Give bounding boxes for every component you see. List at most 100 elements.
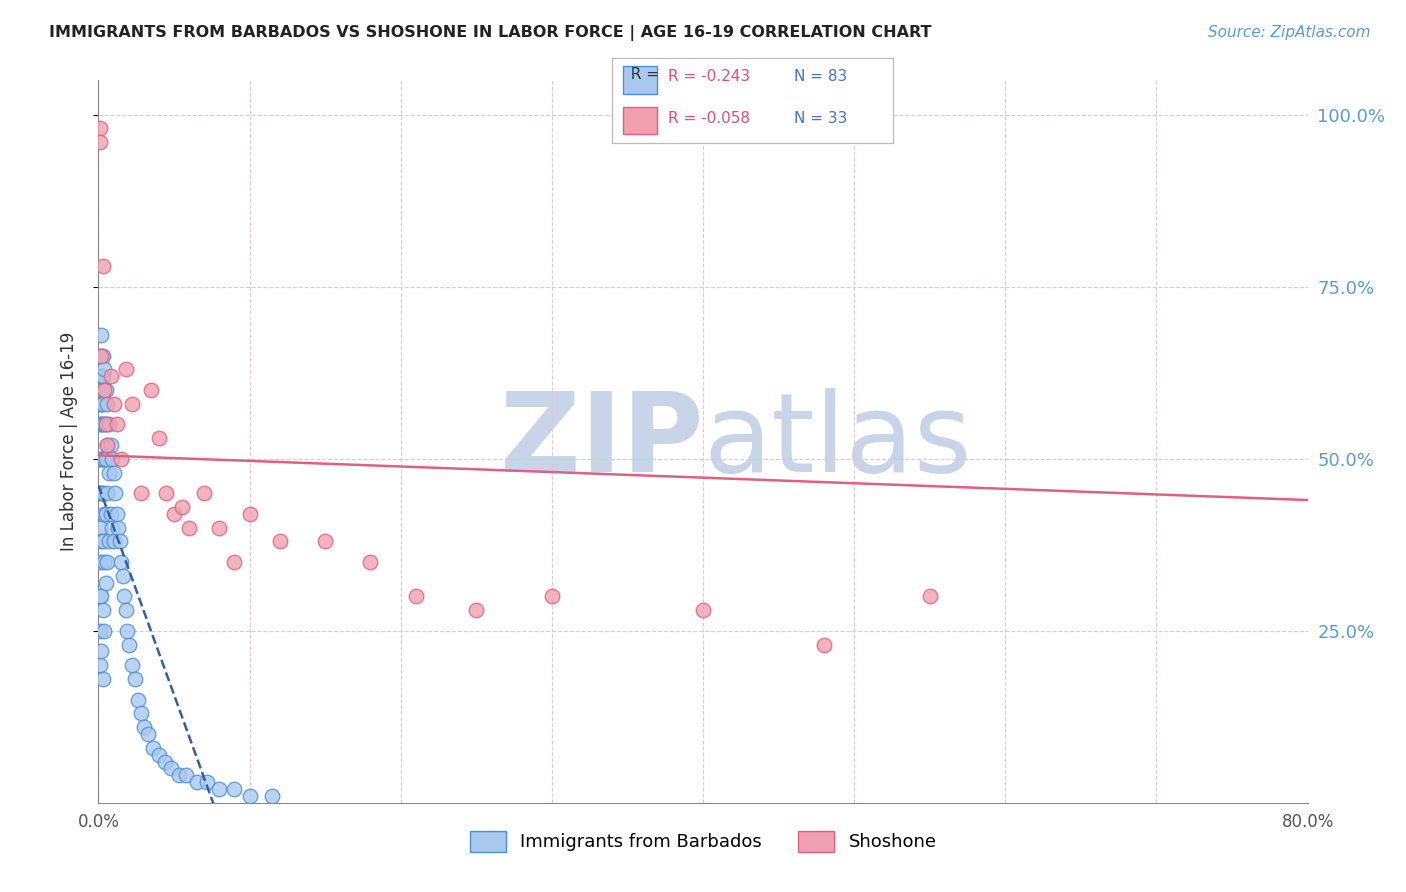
Point (111, 568, 134, 582)
Text: ZIP: ZIP (499, 388, 703, 495)
Point (96, 397, 118, 411)
Point (193, 486, 215, 500)
Point (269, 534, 291, 549)
Point (89, 624, 111, 638)
Point (90, 486, 112, 500)
Point (105, 417, 128, 432)
Point (136, 727, 159, 741)
Point (93, 507, 115, 521)
Point (129, 706, 152, 721)
Point (89, 369, 111, 384)
Point (813, 638, 835, 652)
Point (170, 500, 193, 514)
Point (105, 507, 128, 521)
Point (141, 383, 163, 397)
Point (93, 624, 115, 638)
Point (114, 603, 136, 617)
Point (132, 720, 155, 734)
Point (91, 369, 114, 384)
Point (100, 369, 122, 384)
Point (142, 740, 165, 755)
Point (90, 534, 112, 549)
Point (94, 417, 117, 432)
Point (91, 534, 114, 549)
Point (224, 555, 246, 569)
Point (540, 590, 562, 604)
Text: N = 33: N = 33 (794, 112, 848, 127)
Point (89, 451, 111, 466)
Point (179, 520, 201, 534)
Point (262, 789, 284, 803)
Text: N = 83: N = 83 (794, 69, 848, 84)
Point (104, 486, 127, 500)
Point (94, 417, 117, 432)
Point (100, 438, 122, 452)
Point (90, 349, 112, 363)
Point (96, 555, 118, 569)
Point (100, 507, 122, 521)
Text: atlas: atlas (703, 388, 972, 495)
Point (98, 417, 121, 432)
Point (93, 555, 115, 569)
Point (91, 349, 114, 363)
Point (91, 603, 114, 617)
Text: IMMIGRANTS FROM BARBADOS VS SHOSHONE IN LABOR FORCE | AGE 16-19 CORRELATION CHAR: IMMIGRANTS FROM BARBADOS VS SHOSHONE IN … (49, 25, 932, 41)
Point (224, 782, 246, 797)
Point (89, 121, 111, 136)
Point (918, 590, 941, 604)
Point (103, 466, 125, 480)
Point (103, 534, 125, 549)
Text: R = -0.058: R = -0.058 (668, 112, 749, 127)
FancyBboxPatch shape (623, 67, 657, 94)
Point (108, 534, 131, 549)
Point (91, 451, 114, 466)
Point (101, 451, 124, 466)
Point (89, 590, 111, 604)
Point (148, 747, 170, 762)
Point (96, 438, 118, 452)
Point (91, 417, 114, 432)
Point (90, 417, 112, 432)
Point (90, 369, 112, 384)
Point (127, 692, 149, 706)
Point (96, 486, 118, 500)
Point (90, 349, 112, 363)
Point (114, 362, 136, 376)
Legend: Immigrants from Barbados, Shoshone: Immigrants from Barbados, Shoshone (463, 823, 943, 859)
Point (405, 590, 427, 604)
Point (239, 507, 262, 521)
Point (89, 397, 111, 411)
FancyBboxPatch shape (623, 107, 657, 134)
Point (90, 397, 112, 411)
Point (103, 397, 125, 411)
Point (91, 486, 114, 500)
Point (94, 383, 117, 397)
Point (118, 638, 141, 652)
Point (160, 761, 183, 775)
Point (91, 259, 114, 273)
Point (93, 383, 115, 397)
Point (90, 327, 112, 342)
Point (360, 555, 382, 569)
Point (124, 672, 146, 686)
Point (163, 507, 186, 521)
Point (465, 603, 488, 617)
Point (98, 534, 121, 549)
Point (98, 466, 121, 480)
Point (110, 555, 132, 569)
Point (208, 782, 231, 797)
Point (148, 431, 170, 445)
Point (692, 603, 714, 617)
Point (90, 644, 112, 658)
Point (121, 658, 143, 673)
Point (208, 520, 231, 534)
Point (155, 486, 177, 500)
Point (167, 768, 190, 782)
Point (314, 534, 336, 549)
Point (89, 520, 111, 534)
Point (96, 438, 118, 452)
Point (89, 135, 111, 149)
Point (93, 417, 115, 432)
Point (115, 624, 138, 638)
Point (93, 451, 115, 466)
